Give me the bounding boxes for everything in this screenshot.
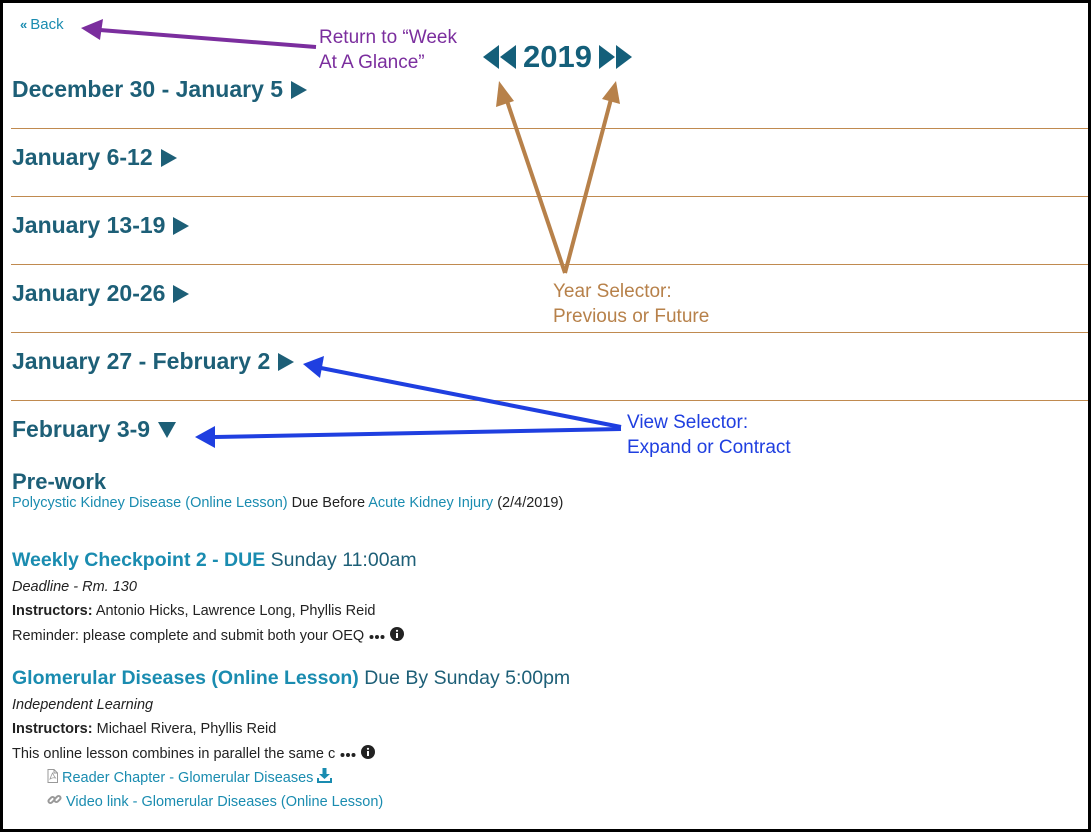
event-description: Reminder: please complete and submit bot…: [12, 627, 405, 645]
double-triangle-left-icon: [483, 45, 516, 69]
back-annotation: Return to “Week At A Glance”: [319, 25, 457, 75]
instructors-label: Instructors:: [12, 603, 93, 619]
annotation-line: At A Glance”: [319, 52, 425, 73]
week-divider: [11, 128, 1088, 129]
annotation-arrows: [81, 19, 622, 448]
annotation-line: Year Selector:: [553, 281, 672, 302]
event-title-link[interactable]: Glomerular Diseases (Online Lesson): [12, 667, 359, 689]
description-text: Reminder: please complete and submit bot…: [12, 627, 365, 644]
year-annotation: Year Selector: Previous or Future: [553, 279, 709, 329]
year-annotation-arrows: [496, 81, 620, 274]
more-dots-icon[interactable]: [340, 746, 356, 762]
event-description: This online lesson combines in parallel …: [12, 745, 376, 763]
back-annotation-arrow: [81, 19, 317, 49]
instructors-label: Instructors:: [12, 721, 93, 737]
expand-triangle-icon[interactable]: [173, 216, 190, 235]
year-value: 2019: [523, 39, 592, 74]
annotation-line: Previous or Future: [553, 306, 710, 327]
annotation-line: View Selector:: [627, 412, 749, 433]
week-row[interactable]: January 27 - February 2: [12, 348, 295, 375]
expand-triangle-icon[interactable]: [160, 148, 177, 167]
week-label: January 13-19: [12, 212, 166, 238]
attachment-label: Reader Chapter - Glomerular Diseases: [62, 769, 314, 786]
next-year-button[interactable]: [598, 45, 632, 69]
week-row[interactable]: December 30 - January 5: [12, 76, 308, 103]
download-icon[interactable]: [317, 768, 333, 787]
week-row[interactable]: January 6-12: [12, 144, 177, 171]
prework-date: (2/4/2019): [497, 495, 564, 511]
expand-triangle-icon[interactable]: [278, 352, 295, 371]
year-selector: 2019: [483, 39, 632, 75]
previous-year-button[interactable]: [483, 45, 517, 69]
collapse-triangle-icon[interactable]: [158, 421, 177, 438]
instructors-names: Antonio Hicks, Lawrence Long, Phyllis Re…: [95, 603, 376, 619]
week-divider: [11, 332, 1088, 333]
annotation-line: Return to “Week: [319, 27, 457, 48]
info-icon[interactable]: [390, 627, 405, 645]
annotation-line: Expand or Contract: [627, 437, 791, 458]
info-icon[interactable]: [361, 745, 376, 763]
back-link[interactable]: «Back: [20, 16, 64, 33]
event-instructors: Instructors: Michael Rivera, Phyllis Rei…: [12, 721, 276, 737]
expand-triangle-icon[interactable]: [173, 284, 190, 303]
view-annotation-arrows: [195, 356, 622, 448]
event-title-link[interactable]: Weekly Checkpoint 2 - DUE: [12, 549, 266, 571]
description-text: This online lesson combines in parallel …: [12, 745, 336, 762]
back-label: Back: [30, 16, 64, 33]
week-row-expanded[interactable]: February 3-9: [12, 416, 177, 443]
attachment-label: Video link - Glomerular Diseases (Online…: [66, 793, 384, 810]
week-row[interactable]: January 13-19: [12, 212, 190, 239]
week-label: February 3-9: [12, 416, 151, 442]
week-divider: [11, 400, 1088, 401]
double-chevron-left-icon: «: [20, 17, 28, 32]
prework-target-link[interactable]: Acute Kidney Injury: [368, 495, 494, 511]
view-annotation: View Selector: Expand or Contract: [627, 410, 791, 460]
event-when: Sunday 11:00am: [270, 549, 417, 571]
event-type: Deadline - Rm. 130: [12, 579, 137, 595]
week-label: January 20-26: [12, 280, 166, 306]
event-title-row: Glomerular Diseases (Online Lesson) Due …: [12, 667, 570, 690]
week-row[interactable]: January 20-26: [12, 280, 190, 307]
prework-item: Polycystic Kidney Disease (Online Lesson…: [12, 495, 563, 511]
expand-triangle-icon[interactable]: [291, 80, 308, 99]
week-label: January 27 - February 2: [12, 348, 271, 374]
week-divider: [11, 196, 1088, 197]
link-icon: [47, 792, 62, 811]
attachment-video-link[interactable]: Video link - Glomerular Diseases (Online…: [47, 792, 383, 811]
more-dots-icon[interactable]: [369, 628, 385, 644]
attachment-reader-chapter[interactable]: Reader Chapter - Glomerular Diseases: [47, 768, 333, 787]
event-type: Independent Learning: [12, 697, 154, 713]
prework-item-link[interactable]: Polycystic Kidney Disease (Online Lesson…: [12, 495, 288, 511]
week-divider: [11, 264, 1088, 265]
prework-due-text: Due Before: [291, 495, 366, 511]
prework-heading: Pre-work: [12, 469, 107, 494]
instructors-names: Michael Rivera, Phyllis Reid: [96, 721, 277, 737]
week-label: January 6-12: [12, 144, 153, 170]
event-title-row: Weekly Checkpoint 2 - DUE Sunday 11:00am: [12, 549, 417, 572]
double-triangle-right-icon: [598, 45, 632, 69]
pdf-file-icon: [47, 768, 58, 787]
week-label: December 30 - January 5: [12, 76, 284, 102]
event-instructors: Instructors: Antonio Hicks, Lawrence Lon…: [12, 603, 375, 619]
event-when: Due By Sunday 5:00pm: [364, 667, 571, 689]
